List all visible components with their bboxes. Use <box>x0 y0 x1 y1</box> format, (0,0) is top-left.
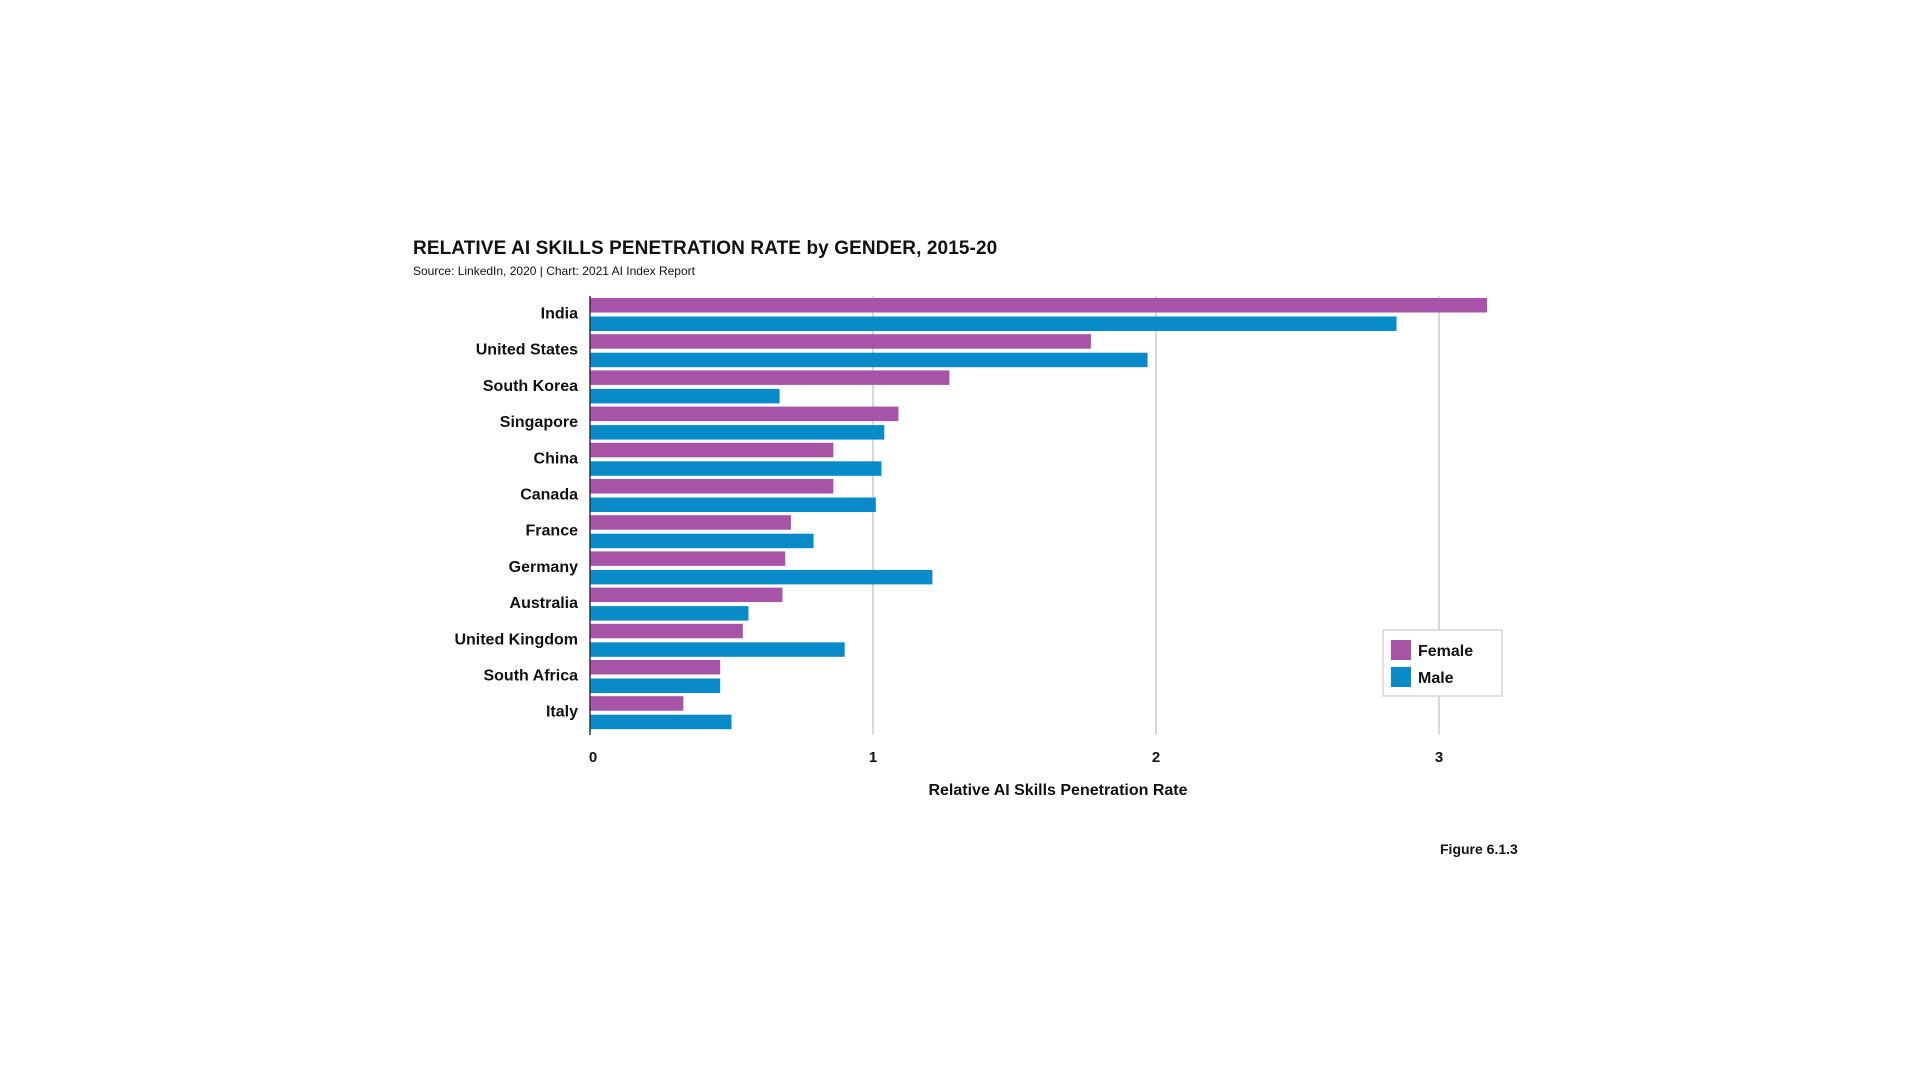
category-label-india: India <box>541 306 578 323</box>
bar-china-male <box>590 461 882 476</box>
bar-australia-male <box>590 606 749 621</box>
bar-singapore-male <box>590 425 885 440</box>
bar-italy-male <box>590 714 732 730</box>
x-tick-0: 0 <box>589 749 597 766</box>
chart-title: RELATIVE AI SKILLS PENETRATION RATE by G… <box>413 238 998 259</box>
category-labels: India United States South Korea Singapore Ch… <box>454 306 578 721</box>
bar-united-kingdom-female <box>590 623 743 639</box>
category-label-united-kingdom: United Kingdom <box>454 631 578 648</box>
category-label-germany: Germany <box>509 559 578 576</box>
bar-france-male <box>590 533 814 549</box>
bar-india-female <box>590 298 1488 313</box>
bar-china-female <box>590 442 834 458</box>
figure-label: Figure 6.1.3 <box>1440 841 1518 857</box>
bar-italy-female <box>590 696 684 711</box>
bar-united-states-female <box>590 334 1091 349</box>
legend-label-male: Male <box>1418 670 1454 687</box>
bar-germany-male <box>590 569 933 585</box>
bar-united-states-male <box>590 352 1148 368</box>
bar-south-korea-female <box>590 370 950 385</box>
x-tick-1: 1 <box>869 749 877 766</box>
category-label-france: France <box>526 523 579 540</box>
bars <box>590 298 1488 730</box>
category-label-south-africa: South Africa <box>483 668 578 685</box>
x-tick-labels: 0 1 2 3 <box>589 749 1443 766</box>
category-label-australia: Australia <box>510 595 579 612</box>
x-tick-3: 3 <box>1435 749 1443 766</box>
category-label-singapore: Singapore <box>500 414 578 431</box>
bar-united-kingdom-male <box>590 642 845 657</box>
bar-india-male <box>590 316 1397 331</box>
bar-south-africa-male <box>590 678 721 693</box>
bar-france-female <box>590 515 791 530</box>
category-label-south-korea: South Korea <box>483 378 578 395</box>
bar-canada-female <box>590 479 834 494</box>
category-label-china: China <box>534 450 579 467</box>
bar-south-korea-male <box>590 388 780 404</box>
x-tick-2: 2 <box>1152 749 1160 766</box>
bar-australia-female <box>590 587 783 603</box>
bar-south-africa-female <box>590 660 721 675</box>
bar-singapore-female <box>590 406 899 422</box>
category-label-united-states: United States <box>476 342 578 359</box>
bar-canada-male <box>590 497 876 512</box>
bar-germany-female <box>590 551 786 566</box>
category-label-italy: Italy <box>546 704 578 721</box>
x-axis-title: Relative AI Skills Penetration Rate <box>928 782 1187 799</box>
legend: Female Male <box>1382 629 1503 697</box>
category-label-canada: Canada <box>520 487 578 504</box>
legend-label-female: Female <box>1418 643 1473 660</box>
legend-swatch-male <box>1391 667 1411 687</box>
chart-source: Source: LinkedIn, 2020 | Chart: 2021 AI … <box>413 264 695 278</box>
legend-swatch-female <box>1391 640 1411 660</box>
